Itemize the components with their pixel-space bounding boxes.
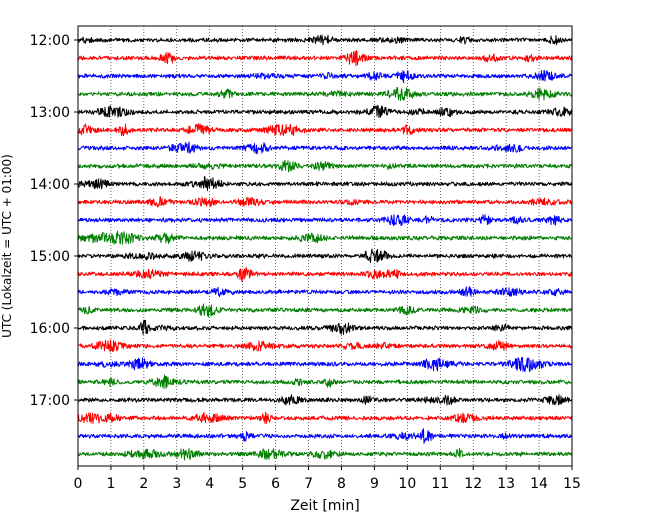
trace-row-1 (77, 50, 573, 67)
trace-row-21 (77, 411, 573, 424)
trace-row-0 (77, 34, 573, 46)
trace-row-22 (77, 428, 573, 444)
x-tick-label-7: 7 (304, 476, 313, 492)
trace-row-5 (77, 123, 573, 137)
y-axis-ticks: 12:00 13:00 14:00 15:00 16:00 17:00 (30, 33, 78, 409)
seismogram-traces (77, 34, 573, 461)
x-tick-label-0: 0 (74, 476, 83, 492)
trace-row-3 (77, 86, 573, 101)
y-tick-label-3: 15:00 (30, 249, 70, 265)
y-tick-label-2: 14:00 (30, 177, 70, 193)
trace-row-23 (77, 447, 573, 461)
trace-row-17 (77, 339, 573, 353)
x-tick-label-6: 6 (271, 476, 280, 492)
y-tick-label-5: 17:00 (30, 393, 70, 409)
trace-row-15 (77, 303, 573, 318)
x-tick-label-14: 14 (530, 476, 548, 492)
y-axis-label: UTC (Lokalzeit = UTC + 01:00) (0, 154, 14, 338)
y-tick-label-1: 13:00 (30, 105, 70, 121)
x-tick-label-3: 3 (172, 476, 181, 492)
x-tick-label-10: 10 (398, 476, 416, 492)
x-tick-label-4: 4 (205, 476, 214, 492)
trace-row-2 (77, 70, 573, 84)
trace-row-11 (77, 230, 573, 245)
y-tick-label-4: 16:00 (30, 321, 70, 337)
x-tick-label-13: 13 (497, 476, 515, 492)
x-axis-ticks: 0 1 2 3 4 5 6 7 8 9 10 11 12 13 14 15 (74, 466, 581, 492)
y-tick-label-0: 12:00 (30, 33, 70, 49)
trace-row-10 (77, 214, 573, 227)
x-tick-label-1: 1 (106, 476, 115, 492)
trace-row-19 (77, 374, 573, 390)
trace-row-20 (77, 394, 573, 406)
trace-row-7 (77, 159, 573, 173)
trace-row-9 (77, 196, 573, 208)
trace-row-16 (77, 319, 573, 335)
trace-row-8 (77, 175, 573, 192)
x-tick-label-2: 2 (139, 476, 148, 492)
x-tick-label-11: 11 (431, 476, 449, 492)
x-tick-label-12: 12 (464, 476, 482, 492)
x-tick-label-15: 15 (563, 476, 581, 492)
trace-row-4 (77, 104, 573, 119)
trace-row-18 (77, 356, 573, 373)
grid-lines (110, 26, 540, 466)
x-axis-label: Zeit [min] (290, 498, 359, 514)
x-tick-label-8: 8 (337, 476, 346, 492)
x-tick-label-5: 5 (238, 476, 247, 492)
plot-frame (77, 25, 573, 467)
trace-row-13 (77, 267, 573, 283)
trace-row-12 (77, 248, 573, 264)
x-tick-label-9: 9 (370, 476, 379, 492)
trace-row-14 (77, 286, 573, 298)
trace-row-6 (77, 141, 573, 155)
